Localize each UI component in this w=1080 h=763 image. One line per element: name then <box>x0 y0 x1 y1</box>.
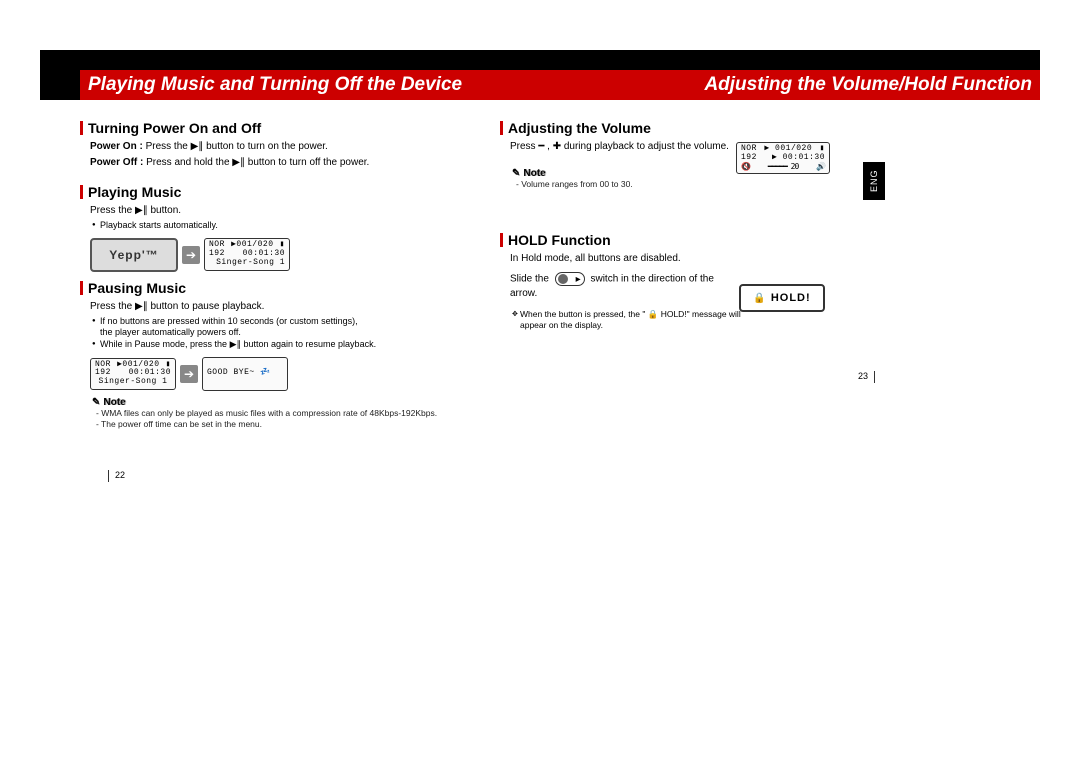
pause-text: Press the ▶∥ button to pause playback. <box>90 300 480 314</box>
section-volume-title: Adjusting the Volume <box>508 120 651 136</box>
note-left-2: - The power off time can be set in the m… <box>96 419 480 430</box>
section-volume: Adjusting the Volume <box>500 120 880 136</box>
header-title-left: Playing Music and Turning Off the Device <box>88 74 462 96</box>
page-number-right: 23 <box>858 371 868 381</box>
hold-footnote: When the button is pressed, the " 🔒 HOLD… <box>512 309 762 331</box>
header-title-right: Adjusting the Volume/Hold Function <box>704 74 1032 96</box>
lcd-goodbye: GOOD BYE~ 💤 <box>202 357 288 391</box>
section-power: Turning Power On and Off <box>80 120 480 136</box>
lcd-paused: NOR▶001/020▮ 19200:01:30 Singer-Song 1 <box>90 358 176 390</box>
section-pause: Pausing Music <box>80 280 480 296</box>
page-number-left: 22 <box>115 470 125 480</box>
section-power-title: Turning Power On and Off <box>88 120 261 136</box>
left-column: Turning Power On and Off Power On : Pres… <box>80 112 480 430</box>
section-play: Playing Music <box>80 184 480 200</box>
hold-text: In Hold mode, all buttons are disabled. <box>510 252 880 266</box>
note-left-1: - WMA files can only be played as music … <box>96 408 480 419</box>
volume-text: Press ━ , ✚ during playback to adjust th… <box>510 140 730 154</box>
page-spread: Turning Power On and Off Power On : Pres… <box>40 100 1040 530</box>
pause-bullet-2: While in Pause mode, press the ▶∥ button… <box>92 339 480 351</box>
lock-icon: 🔒 <box>753 293 766 304</box>
pause-illustration: NOR▶001/020▮ 19200:01:30 Singer-Song 1 ➔… <box>90 357 480 391</box>
lcd-playing: NOR▶001/020▮ 19200:01:30 Singer-Song 1 <box>204 238 290 270</box>
pause-bullet-1: If no buttons are pressed within 10 seco… <box>92 316 480 339</box>
section-hold: HOLD Function <box>500 232 880 248</box>
play-illustration: Yepp'™ ➔ NOR▶001/020▮ 19200:01:30 Singer… <box>90 238 480 272</box>
note-label-left: Note <box>92 397 480 408</box>
power-off-line: Power Off : Press and hold the ▶∥ button… <box>90 156 480 170</box>
yepp-device-icon: Yepp'™ <box>90 238 178 272</box>
hold-switch-icon: ▸ <box>555 272 585 286</box>
eng-tab: ENG <box>863 162 885 200</box>
power-on-line: Power On : Press the ▶∥ button to turn o… <box>90 140 480 154</box>
section-hold-title: HOLD Function <box>508 232 611 248</box>
play-text: Press the ▶∥ button. <box>90 204 480 218</box>
play-bullet: Playback starts automatically. <box>92 220 480 232</box>
right-column: Adjusting the Volume Press ━ , ✚ during … <box>500 112 880 331</box>
arrow-icon: ➔ <box>180 365 198 383</box>
pagenum-divider-left <box>108 470 109 482</box>
note-right-1: - Volume ranges from 00 to 30. <box>516 179 880 190</box>
arrow-icon: ➔ <box>182 246 200 264</box>
hold-slide-text: Slide the ▸ switch in the direction of t… <box>510 272 740 301</box>
header-red-band: Playing Music and Turning Off the Device… <box>80 70 1040 100</box>
section-pause-title: Pausing Music <box>88 280 186 296</box>
section-play-title: Playing Music <box>88 184 181 200</box>
pagenum-divider-right <box>874 371 875 383</box>
lcd-volume: NOR▶ 001/020▮ 192▶ 00:01:30 🔇━━━━━ 20🔊 <box>736 142 830 174</box>
